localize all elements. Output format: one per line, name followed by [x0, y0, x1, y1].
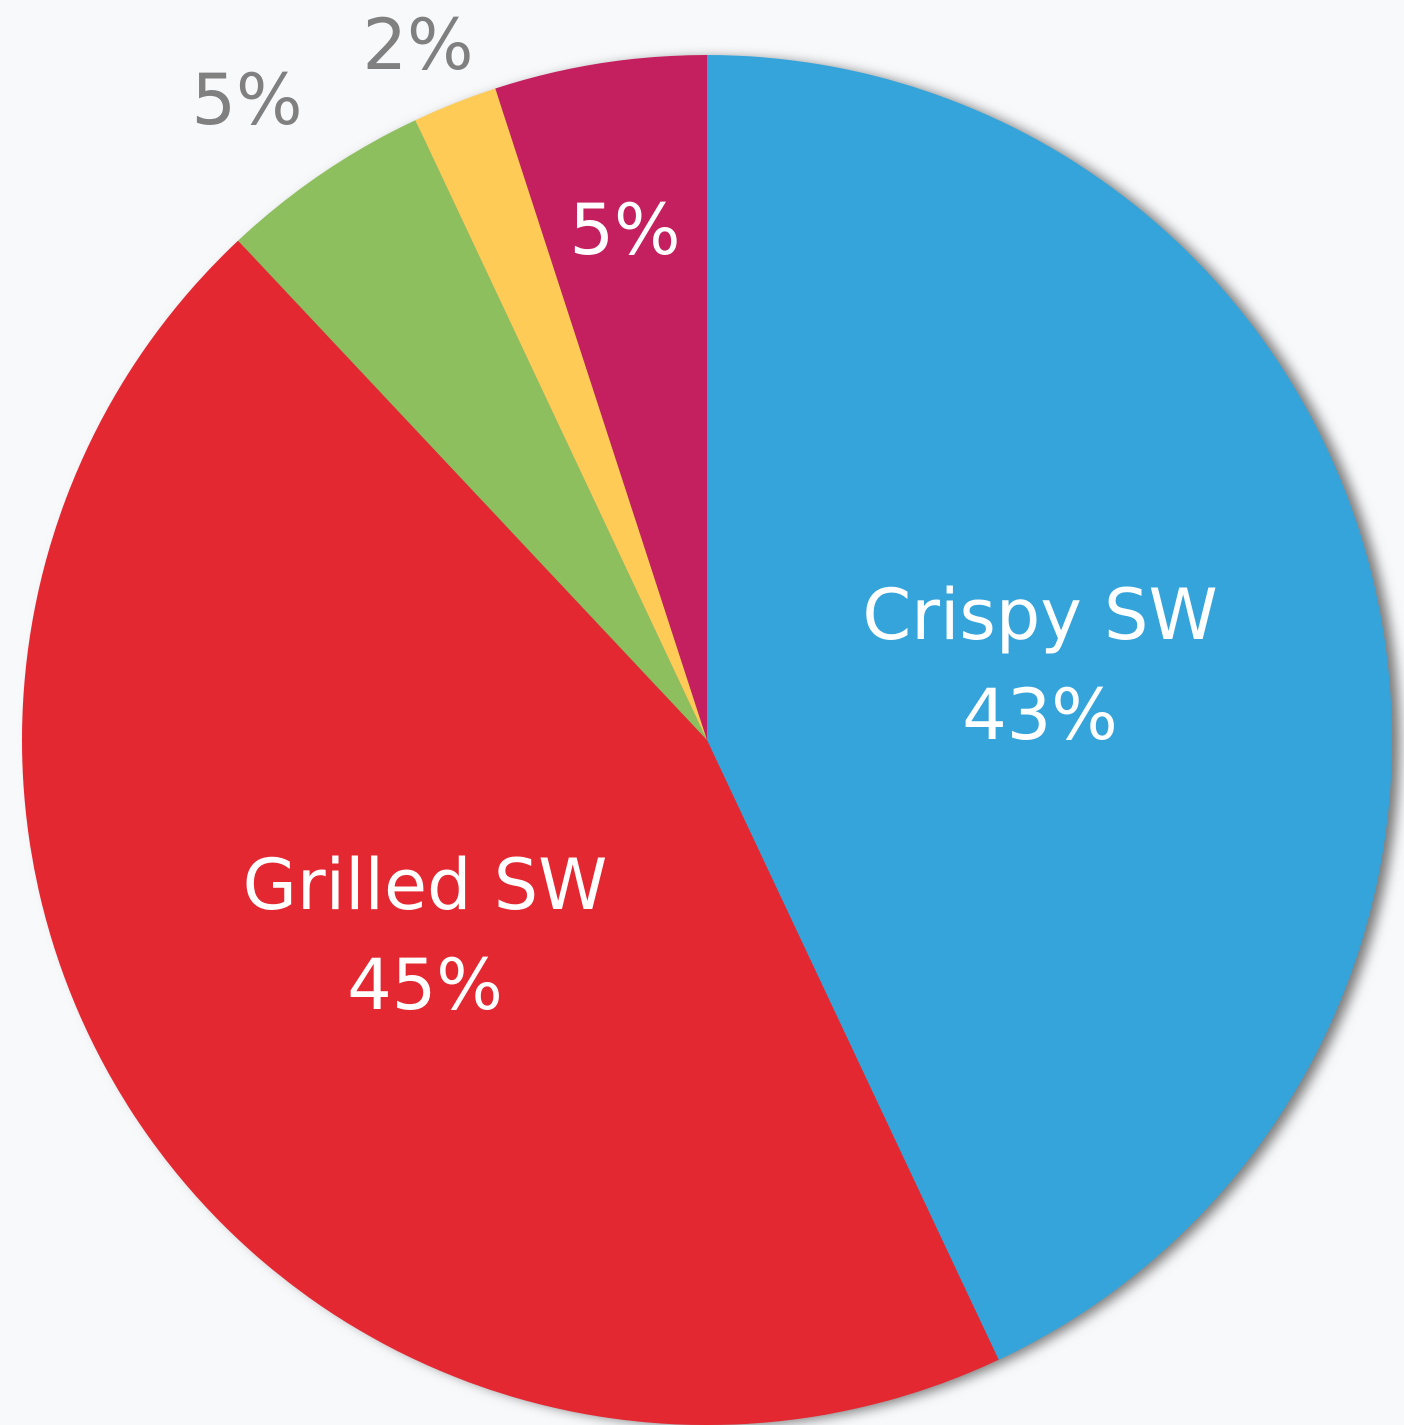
slice-value-label: 45%: [347, 944, 503, 1026]
slice-category-label: Grilled SW: [243, 844, 608, 926]
slice-value-label: 5%: [191, 59, 302, 141]
pie-slice: [495, 55, 707, 740]
slice-value-label: 43%: [962, 674, 1118, 756]
pie-slice: [707, 55, 1392, 1360]
pie-slice: [22, 240, 999, 1425]
slice-value-label: 5%: [569, 189, 680, 271]
pie-slice: [238, 120, 707, 740]
slice-value-label: 2%: [362, 4, 473, 86]
slice-category-label: Crispy SW: [862, 574, 1217, 656]
pie-slice: [415, 88, 707, 740]
